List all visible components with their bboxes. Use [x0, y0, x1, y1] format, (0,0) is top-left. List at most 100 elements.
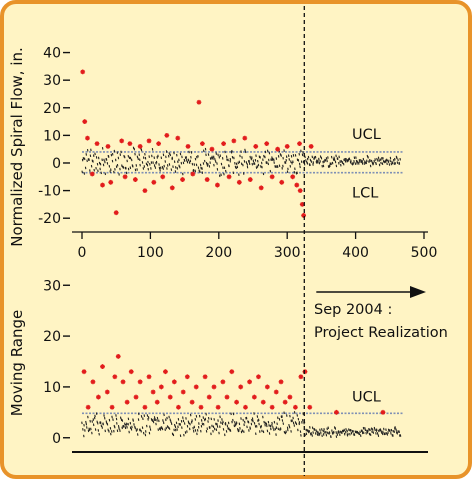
individuals-out-of-control-point — [298, 188, 303, 193]
moving-range-out-of-control-point — [381, 410, 386, 415]
individuals-x-tick-label-400: 400 — [342, 245, 369, 261]
individuals-out-of-control-point — [297, 141, 302, 146]
individuals-out-of-control-point — [248, 177, 253, 182]
moving-range-y-tick-label-30: 30 — [43, 278, 61, 294]
individuals-out-of-control-point — [100, 183, 105, 188]
individuals-out-of-control-point — [205, 177, 210, 182]
moving-range-out-of-control-point — [96, 395, 101, 400]
moving-range-out-of-control-point — [303, 369, 308, 374]
individuals-out-of-control-point — [210, 147, 215, 152]
moving-range-out-of-control-point — [82, 369, 87, 374]
moving-range-out-of-control-point — [185, 374, 190, 379]
moving-range-out-of-control-point — [279, 379, 284, 384]
moving-range-out-of-control-point — [274, 390, 279, 395]
moving-range-out-of-control-point — [293, 405, 298, 410]
individuals-out-of-control-point — [200, 141, 205, 146]
individuals-out-of-control-point — [294, 183, 299, 188]
individuals-x-tick-label-500: 500 — [411, 245, 438, 261]
individuals-y-tick-label--20: -20 — [38, 211, 61, 227]
individuals-out-of-control-point — [197, 100, 202, 105]
individuals-x-tick-label-300: 300 — [274, 245, 301, 261]
individuals-out-of-control-point — [108, 180, 113, 185]
moving-range-out-of-control-point — [143, 405, 148, 410]
moving-range-out-of-control-point — [283, 400, 288, 405]
moving-range-out-of-control-point — [334, 410, 339, 415]
individuals-out-of-control-point — [242, 136, 247, 141]
moving-range-out-of-control-point — [212, 385, 217, 390]
individuals-out-of-control-point — [151, 180, 156, 185]
moving-range-out-of-control-point — [298, 374, 303, 379]
moving-range-out-of-control-point — [100, 364, 105, 369]
annotation-date-label: Sep 2004 : — [314, 302, 392, 318]
moving-range-out-of-control-point — [86, 405, 91, 410]
moving-range-out-of-control-point — [203, 374, 208, 379]
individuals-out-of-control-point — [259, 185, 264, 190]
individuals-ucl-label: UCL — [352, 127, 381, 143]
individuals-out-of-control-point — [231, 139, 236, 144]
moving-range-out-of-control-point — [168, 395, 173, 400]
moving-range-out-of-control-point — [129, 369, 134, 374]
individuals-out-of-control-point — [285, 144, 290, 149]
moving-range-out-of-control-point — [229, 369, 234, 374]
moving-range-out-of-control-point — [307, 405, 312, 410]
individuals-x-tick-label-100: 100 — [137, 245, 164, 261]
individuals-y-tick-label-40: 40 — [43, 46, 61, 62]
individuals-out-of-control-point — [275, 147, 280, 152]
individuals-x-tick-label-0: 0 — [78, 245, 87, 261]
individuals-out-of-control-point — [138, 144, 143, 149]
individuals-out-of-control-point — [147, 139, 152, 144]
individuals-out-of-control-point — [215, 183, 220, 188]
moving-range-out-of-control-point — [91, 379, 96, 384]
individuals-x-tick-label-200: 200 — [205, 245, 232, 261]
moving-range-out-of-control-point — [256, 374, 261, 379]
individuals-out-of-control-point — [170, 185, 175, 190]
moving-range-out-of-control-point — [121, 379, 126, 384]
moving-range-y-axis-label: Moving Range — [8, 310, 26, 417]
moving-range-out-of-control-point — [138, 379, 143, 384]
individuals-lcl-label: LCL — [352, 186, 378, 202]
moving-range-out-of-control-point — [265, 385, 270, 390]
moving-range-out-of-control-point — [247, 379, 252, 384]
individuals-out-of-control-point — [237, 180, 242, 185]
individuals-y-tick-label-10: 10 — [43, 128, 61, 144]
moving-range-out-of-control-point — [116, 354, 121, 359]
moving-range-out-of-control-point — [163, 369, 168, 374]
moving-range-out-of-control-point — [194, 385, 199, 390]
moving-range-out-of-control-point — [159, 385, 164, 390]
individuals-out-of-control-point — [309, 144, 314, 149]
individuals-out-of-control-point — [160, 174, 165, 179]
individuals-out-of-control-point — [85, 136, 90, 141]
individuals-out-of-control-point — [175, 136, 180, 141]
moving-range-out-of-control-point — [261, 400, 266, 405]
individuals-out-of-control-point — [180, 177, 185, 182]
moving-range-y-tick-label-20: 20 — [43, 329, 61, 345]
moving-range-out-of-control-point — [134, 395, 139, 400]
individuals-out-of-control-point — [106, 144, 111, 149]
individuals-y-axis-label: Normalized Spiral Flow, in. — [8, 47, 26, 247]
individuals-out-of-control-point — [82, 119, 87, 124]
moving-range-out-of-control-point — [112, 374, 117, 379]
individuals-out-of-control-point — [80, 69, 85, 74]
individuals-out-of-control-point — [90, 172, 95, 177]
individuals-out-of-control-point — [119, 139, 124, 144]
moving-range-ucl-label: UCL — [352, 389, 381, 405]
individuals-out-of-control-point — [114, 210, 119, 215]
individuals-out-of-control-point — [270, 174, 275, 179]
individuals-out-of-control-point — [221, 141, 226, 146]
individuals-out-of-control-point — [123, 174, 128, 179]
annotation-event-label: Project Realization — [314, 325, 448, 341]
individuals-y-tick-label-30: 30 — [43, 73, 61, 89]
chart-background — [2, 2, 470, 477]
individuals-out-of-control-point — [301, 213, 306, 218]
moving-range-out-of-control-point — [147, 374, 152, 379]
moving-range-out-of-control-point — [234, 400, 239, 405]
individuals-out-of-control-point — [253, 144, 258, 149]
moving-range-out-of-control-point — [288, 395, 293, 400]
moving-range-out-of-control-point — [207, 395, 212, 400]
individuals-y-tick-label-20: 20 — [43, 101, 61, 117]
individuals-out-of-control-point — [133, 177, 138, 182]
moving-range-out-of-control-point — [238, 385, 243, 390]
individuals-out-of-control-point — [190, 172, 195, 177]
